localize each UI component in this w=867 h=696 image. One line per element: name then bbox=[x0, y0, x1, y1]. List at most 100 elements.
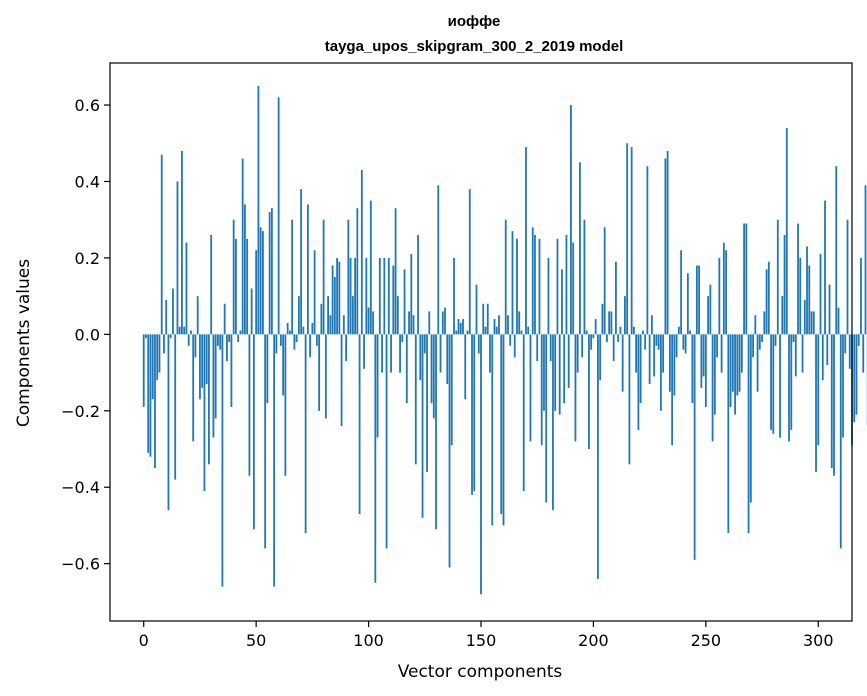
bar-304 bbox=[826, 334, 829, 365]
bar-2 bbox=[147, 334, 150, 453]
bar-3 bbox=[149, 334, 152, 457]
bar-265 bbox=[738, 334, 741, 392]
bar-276 bbox=[763, 311, 766, 335]
x-axis-ticks: 0 50 100 150 200 250 300 bbox=[139, 621, 834, 650]
bar-223 bbox=[644, 334, 647, 350]
bar-26 bbox=[201, 334, 204, 388]
bar-70 bbox=[300, 189, 303, 335]
bar-229 bbox=[657, 334, 660, 350]
x-tick-label: 200 bbox=[578, 631, 609, 650]
y-axis-ticks: −0.6 −0.4 −0.2 0.0 0.2 0.4 0.6 bbox=[61, 96, 110, 574]
bar-207 bbox=[608, 311, 611, 335]
bar-184 bbox=[556, 238, 559, 335]
x-tick-label: 150 bbox=[466, 631, 497, 650]
bar-160 bbox=[502, 334, 505, 526]
bar-281 bbox=[774, 334, 777, 346]
y-tick-label: 0.6 bbox=[75, 96, 100, 115]
bar-14 bbox=[174, 334, 177, 480]
bar-286 bbox=[785, 127, 788, 335]
bar-266 bbox=[740, 334, 743, 373]
bar-44 bbox=[241, 158, 244, 335]
bar-219 bbox=[635, 334, 638, 373]
bar-228 bbox=[655, 334, 658, 346]
bar-172 bbox=[529, 334, 532, 442]
bar-256 bbox=[718, 257, 721, 335]
bar-260 bbox=[727, 334, 730, 534]
bar-77 bbox=[315, 334, 318, 346]
bar-128 bbox=[430, 334, 433, 404]
bar-96 bbox=[358, 334, 361, 514]
bar-106 bbox=[381, 334, 383, 373]
bar-67 bbox=[293, 334, 296, 350]
y-tick-label: 0.2 bbox=[75, 249, 100, 268]
bar-316 bbox=[853, 334, 856, 423]
bar-17 bbox=[181, 150, 183, 335]
bar-273 bbox=[756, 334, 759, 392]
bar-107 bbox=[383, 257, 386, 335]
bar-123 bbox=[419, 334, 422, 381]
bar-24 bbox=[196, 296, 199, 335]
bar-131 bbox=[437, 185, 440, 335]
bar-6 bbox=[156, 334, 159, 381]
bar-117 bbox=[405, 334, 408, 404]
bar-28 bbox=[205, 334, 208, 385]
bar-218 bbox=[633, 326, 635, 335]
bar-290 bbox=[794, 334, 797, 377]
bar-267 bbox=[743, 223, 745, 335]
bar-155 bbox=[491, 334, 494, 526]
bar-193 bbox=[576, 334, 579, 373]
bar-170 bbox=[525, 147, 527, 335]
bar-45 bbox=[244, 204, 246, 335]
bar-253 bbox=[711, 334, 714, 442]
bar-140 bbox=[457, 319, 460, 335]
bar-35 bbox=[221, 334, 224, 587]
bar-92 bbox=[349, 257, 352, 335]
bar-277 bbox=[765, 269, 768, 335]
bar-275 bbox=[761, 334, 763, 342]
bar-73 bbox=[306, 204, 309, 335]
bar-239 bbox=[680, 250, 683, 335]
bar-190 bbox=[570, 105, 572, 335]
bar-72 bbox=[304, 334, 307, 534]
bar-238 bbox=[677, 326, 680, 335]
bar-174 bbox=[534, 234, 536, 335]
bar-230 bbox=[659, 334, 662, 411]
bar-291 bbox=[797, 223, 799, 335]
bar-71 bbox=[302, 326, 305, 335]
bar-48 bbox=[250, 288, 253, 335]
bar-93 bbox=[351, 296, 354, 335]
bar-144 bbox=[466, 330, 469, 335]
bar-214 bbox=[624, 296, 626, 335]
bar-274 bbox=[758, 334, 761, 350]
bar-136 bbox=[448, 334, 451, 568]
bar-243 bbox=[689, 330, 692, 335]
bar-103 bbox=[374, 334, 377, 583]
bar-64 bbox=[286, 322, 289, 335]
bar-208 bbox=[610, 311, 613, 335]
bar-12 bbox=[169, 334, 172, 339]
bar-305 bbox=[828, 284, 831, 335]
bar-252 bbox=[709, 284, 712, 335]
bar-110 bbox=[390, 334, 392, 373]
bar-169 bbox=[522, 334, 525, 492]
bar-283 bbox=[779, 334, 781, 438]
bar-100 bbox=[367, 307, 370, 335]
bar-5 bbox=[154, 334, 156, 469]
bar-285 bbox=[783, 234, 786, 335]
bar-86 bbox=[336, 257, 338, 335]
bar-63 bbox=[284, 334, 287, 476]
bar-222 bbox=[641, 330, 644, 335]
bar-31 bbox=[212, 334, 215, 438]
bar-34 bbox=[219, 334, 222, 350]
bar-231 bbox=[662, 334, 665, 373]
bar-143 bbox=[464, 334, 467, 400]
bar-49 bbox=[253, 334, 255, 530]
bar-115 bbox=[401, 334, 404, 342]
bar-157 bbox=[495, 326, 498, 335]
bar-13 bbox=[172, 288, 174, 335]
bar-175 bbox=[536, 334, 539, 362]
bar-124 bbox=[421, 334, 424, 518]
bar-102 bbox=[372, 311, 374, 335]
bar-145 bbox=[468, 189, 471, 335]
